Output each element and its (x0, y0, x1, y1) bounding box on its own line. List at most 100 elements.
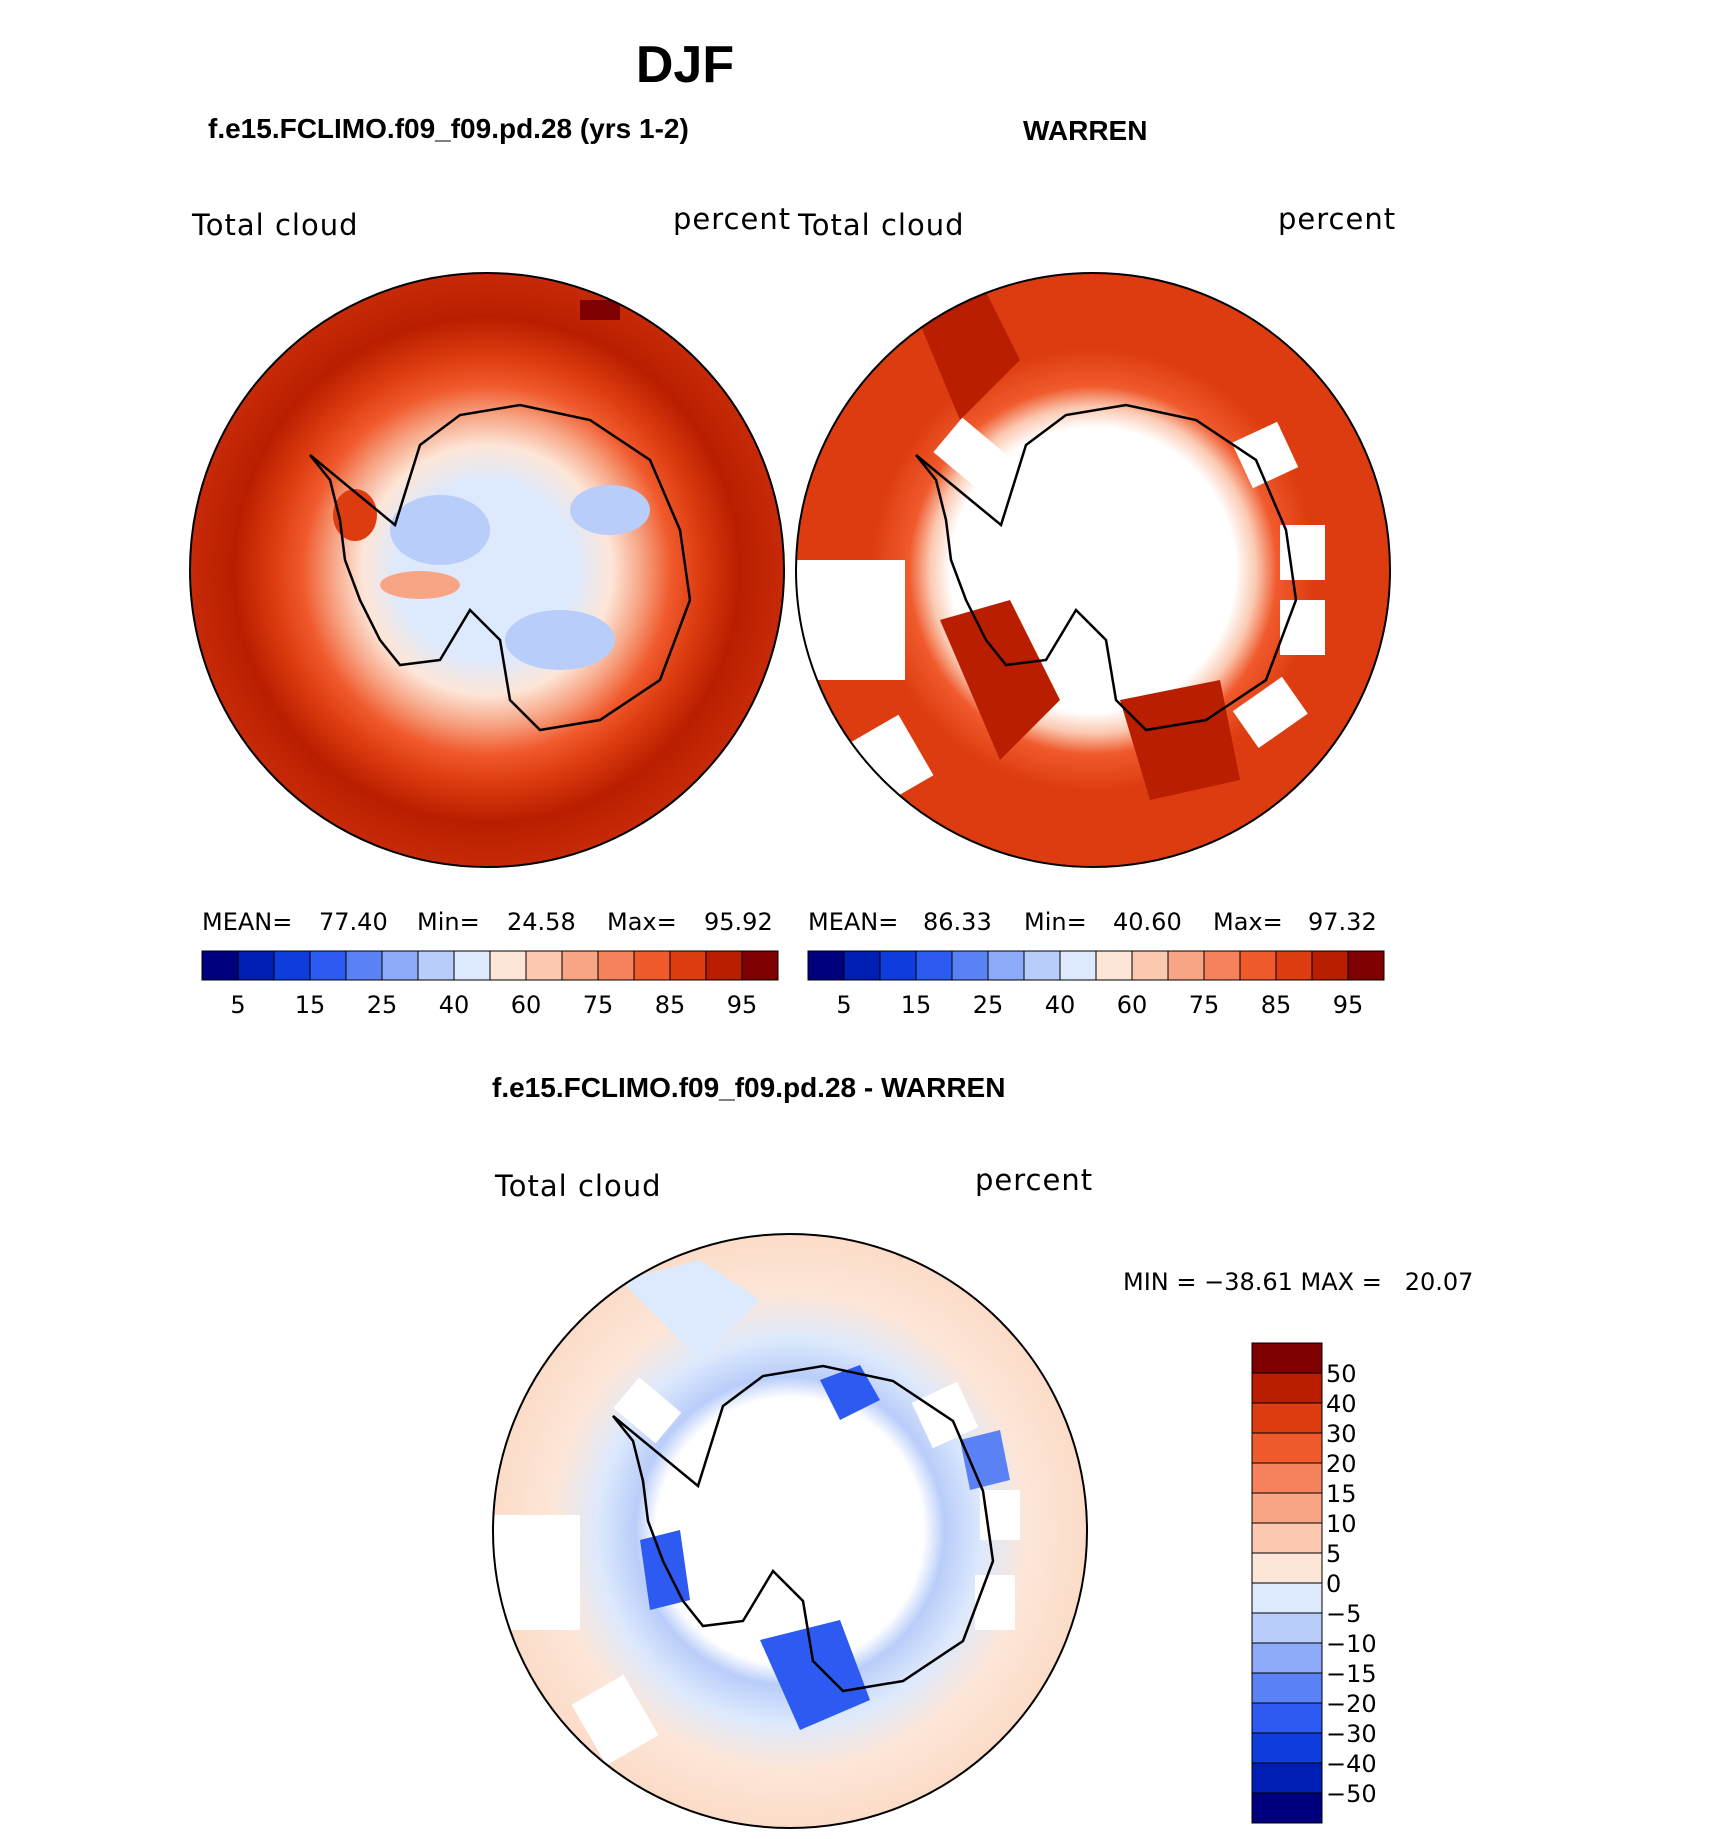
diff-colorbar-box (1251, 1702, 1323, 1734)
left-min-label: Min= (417, 908, 480, 936)
diff-coastline (612, 1364, 995, 1693)
diff-polar-map (493, 1234, 1087, 1828)
diff-colorbar-tick: −40 (1326, 1750, 1377, 1778)
diff-colorbar-box (1251, 1522, 1323, 1554)
right-colorbar-tick: 25 (973, 991, 1004, 1019)
right-colorbar-tick: 95 (1333, 991, 1364, 1019)
diff-colorbar-box (1251, 1762, 1323, 1794)
left-stats-row: MEAN= 77.40 Min= 24.58 Max= 95.92 (202, 908, 780, 938)
right-colorbar-box (1059, 950, 1097, 981)
right-mean-value: 86.33 (923, 908, 992, 936)
right-colorbar-tick: 60 (1117, 991, 1148, 1019)
right-colorbar-box (843, 950, 881, 981)
right-colorbar-box (987, 950, 1025, 981)
right-variable-label: Total cloud (798, 208, 965, 242)
diff-variable-label: Total cloud (495, 1169, 662, 1203)
left-max-label: Max= (607, 908, 677, 936)
left-colorbar-box (201, 950, 239, 981)
diff-colorbar-box (1251, 1792, 1323, 1824)
diff-colorbar-tick: 10 (1326, 1510, 1357, 1538)
right-max-value: 97.32 (1308, 908, 1377, 936)
right-colorbar-tick: 75 (1189, 991, 1220, 1019)
right-polar-map (796, 273, 1390, 867)
page-title: DJF (635, 36, 735, 94)
left-colorbar-box (489, 950, 527, 981)
left-colorbar-box (237, 950, 275, 981)
right-colorbar-box (1275, 950, 1313, 981)
right-colorbar-box (1131, 950, 1169, 981)
colorbars: 5 15 25 40 60 75 85 95 5 15 25 40 60 75 85 955040302015… (201, 950, 1385, 1824)
left-colorbar-tick: 95 (727, 991, 758, 1019)
right-colorbar-box (1167, 950, 1205, 981)
diff-colorbar-tick: 30 (1326, 1420, 1357, 1448)
left-colorbar-tick: 75 (583, 991, 614, 1019)
diff-colorbar-tick: 15 (1326, 1480, 1357, 1508)
diff-colorbar-tick: −30 (1326, 1720, 1377, 1748)
right-colorbar-box (915, 950, 953, 981)
left-colorbar-tick: 60 (511, 991, 542, 1019)
right-colorbar-box (1203, 950, 1241, 981)
right-colorbar-box (879, 950, 917, 981)
left-map-border (189, 272, 785, 868)
left-mean-value: 77.40 (319, 908, 388, 936)
diff-colorbar-box (1251, 1432, 1323, 1464)
left-colorbar-box (525, 950, 563, 981)
left-colorbar-box (705, 950, 743, 981)
diff-colorbar-box (1251, 1372, 1323, 1404)
right-colorbar-box (1311, 950, 1349, 981)
panel-left-title: f.e15.FCLIMO.f09_f09.pd.28 (yrs 1-2) (208, 113, 689, 144)
left-colorbar-box (633, 950, 671, 981)
right-colorbar-tick: 15 (901, 991, 932, 1019)
diff-colorbar-box (1251, 1342, 1323, 1374)
left-units-label: percent (673, 202, 792, 236)
left-polar-map (190, 273, 784, 867)
right-colorbar-tick: 5 (836, 991, 851, 1019)
left-colorbar-box (381, 950, 419, 981)
left-colorbar-box (597, 950, 635, 981)
right-map-border (795, 272, 1391, 868)
left-colorbar-box (453, 950, 491, 981)
diff-colorbar-tick: 5 (1326, 1540, 1341, 1568)
diff-colorbar-tick: 20 (1326, 1450, 1357, 1478)
left-max-value: 95.92 (704, 908, 773, 936)
diff-colorbar-box (1251, 1492, 1323, 1524)
left-colorbar-tick: 5 (230, 991, 245, 1019)
left-min-value: 24.58 (507, 908, 576, 936)
right-colorbar-tick: 40 (1045, 991, 1076, 1019)
right-colorbar-box (951, 950, 989, 981)
right-colorbar-box (1023, 950, 1061, 981)
left-colorbar-box (561, 950, 599, 981)
left-colorbar-box (417, 950, 455, 981)
left-colorbar-box (669, 950, 707, 981)
diff-colorbar-tick: −15 (1326, 1660, 1377, 1688)
right-colorbar-box (807, 950, 845, 981)
right-max-label: Max= (1213, 908, 1283, 936)
right-min-label: Min= (1024, 908, 1087, 936)
diff-colorbar-box (1251, 1462, 1323, 1494)
diff-colorbar-tick: 50 (1326, 1360, 1357, 1388)
diff-map-border (492, 1233, 1088, 1829)
diff-colorbar-box (1251, 1582, 1323, 1614)
left-coastline (309, 403, 692, 732)
right-colorbar-box (1239, 950, 1277, 981)
diff-colorbar-box (1251, 1612, 1323, 1644)
panel-diff-title: f.e15.FCLIMO.f09_f09.pd.28 - WARREN (492, 1072, 1006, 1103)
diff-colorbar-tick: −50 (1326, 1780, 1377, 1808)
right-min-value: 40.60 (1113, 908, 1182, 936)
left-colorbar-tick: 40 (439, 991, 470, 1019)
left-colorbar-tick: 85 (655, 991, 686, 1019)
diff-colorbar-box (1251, 1642, 1323, 1674)
diff-colorbar-tick: 40 (1326, 1390, 1357, 1418)
right-colorbar-tick: 85 (1261, 991, 1292, 1019)
left-colorbar-box (345, 950, 383, 981)
diff-colorbar-box (1251, 1402, 1323, 1434)
left-colorbar-tick: 15 (295, 991, 326, 1019)
left-colorbar-box (273, 950, 311, 981)
panel-right-title: WARREN (1023, 115, 1148, 146)
left-mean-label: MEAN= (202, 908, 293, 936)
right-stats-row: MEAN= 86.33 Min= 40.60 Max= 97.32 (808, 908, 1386, 938)
left-colorbar-tick: 25 (367, 991, 398, 1019)
diff-units-label: percent (975, 1163, 1094, 1197)
right-units-label: percent (1278, 202, 1397, 236)
